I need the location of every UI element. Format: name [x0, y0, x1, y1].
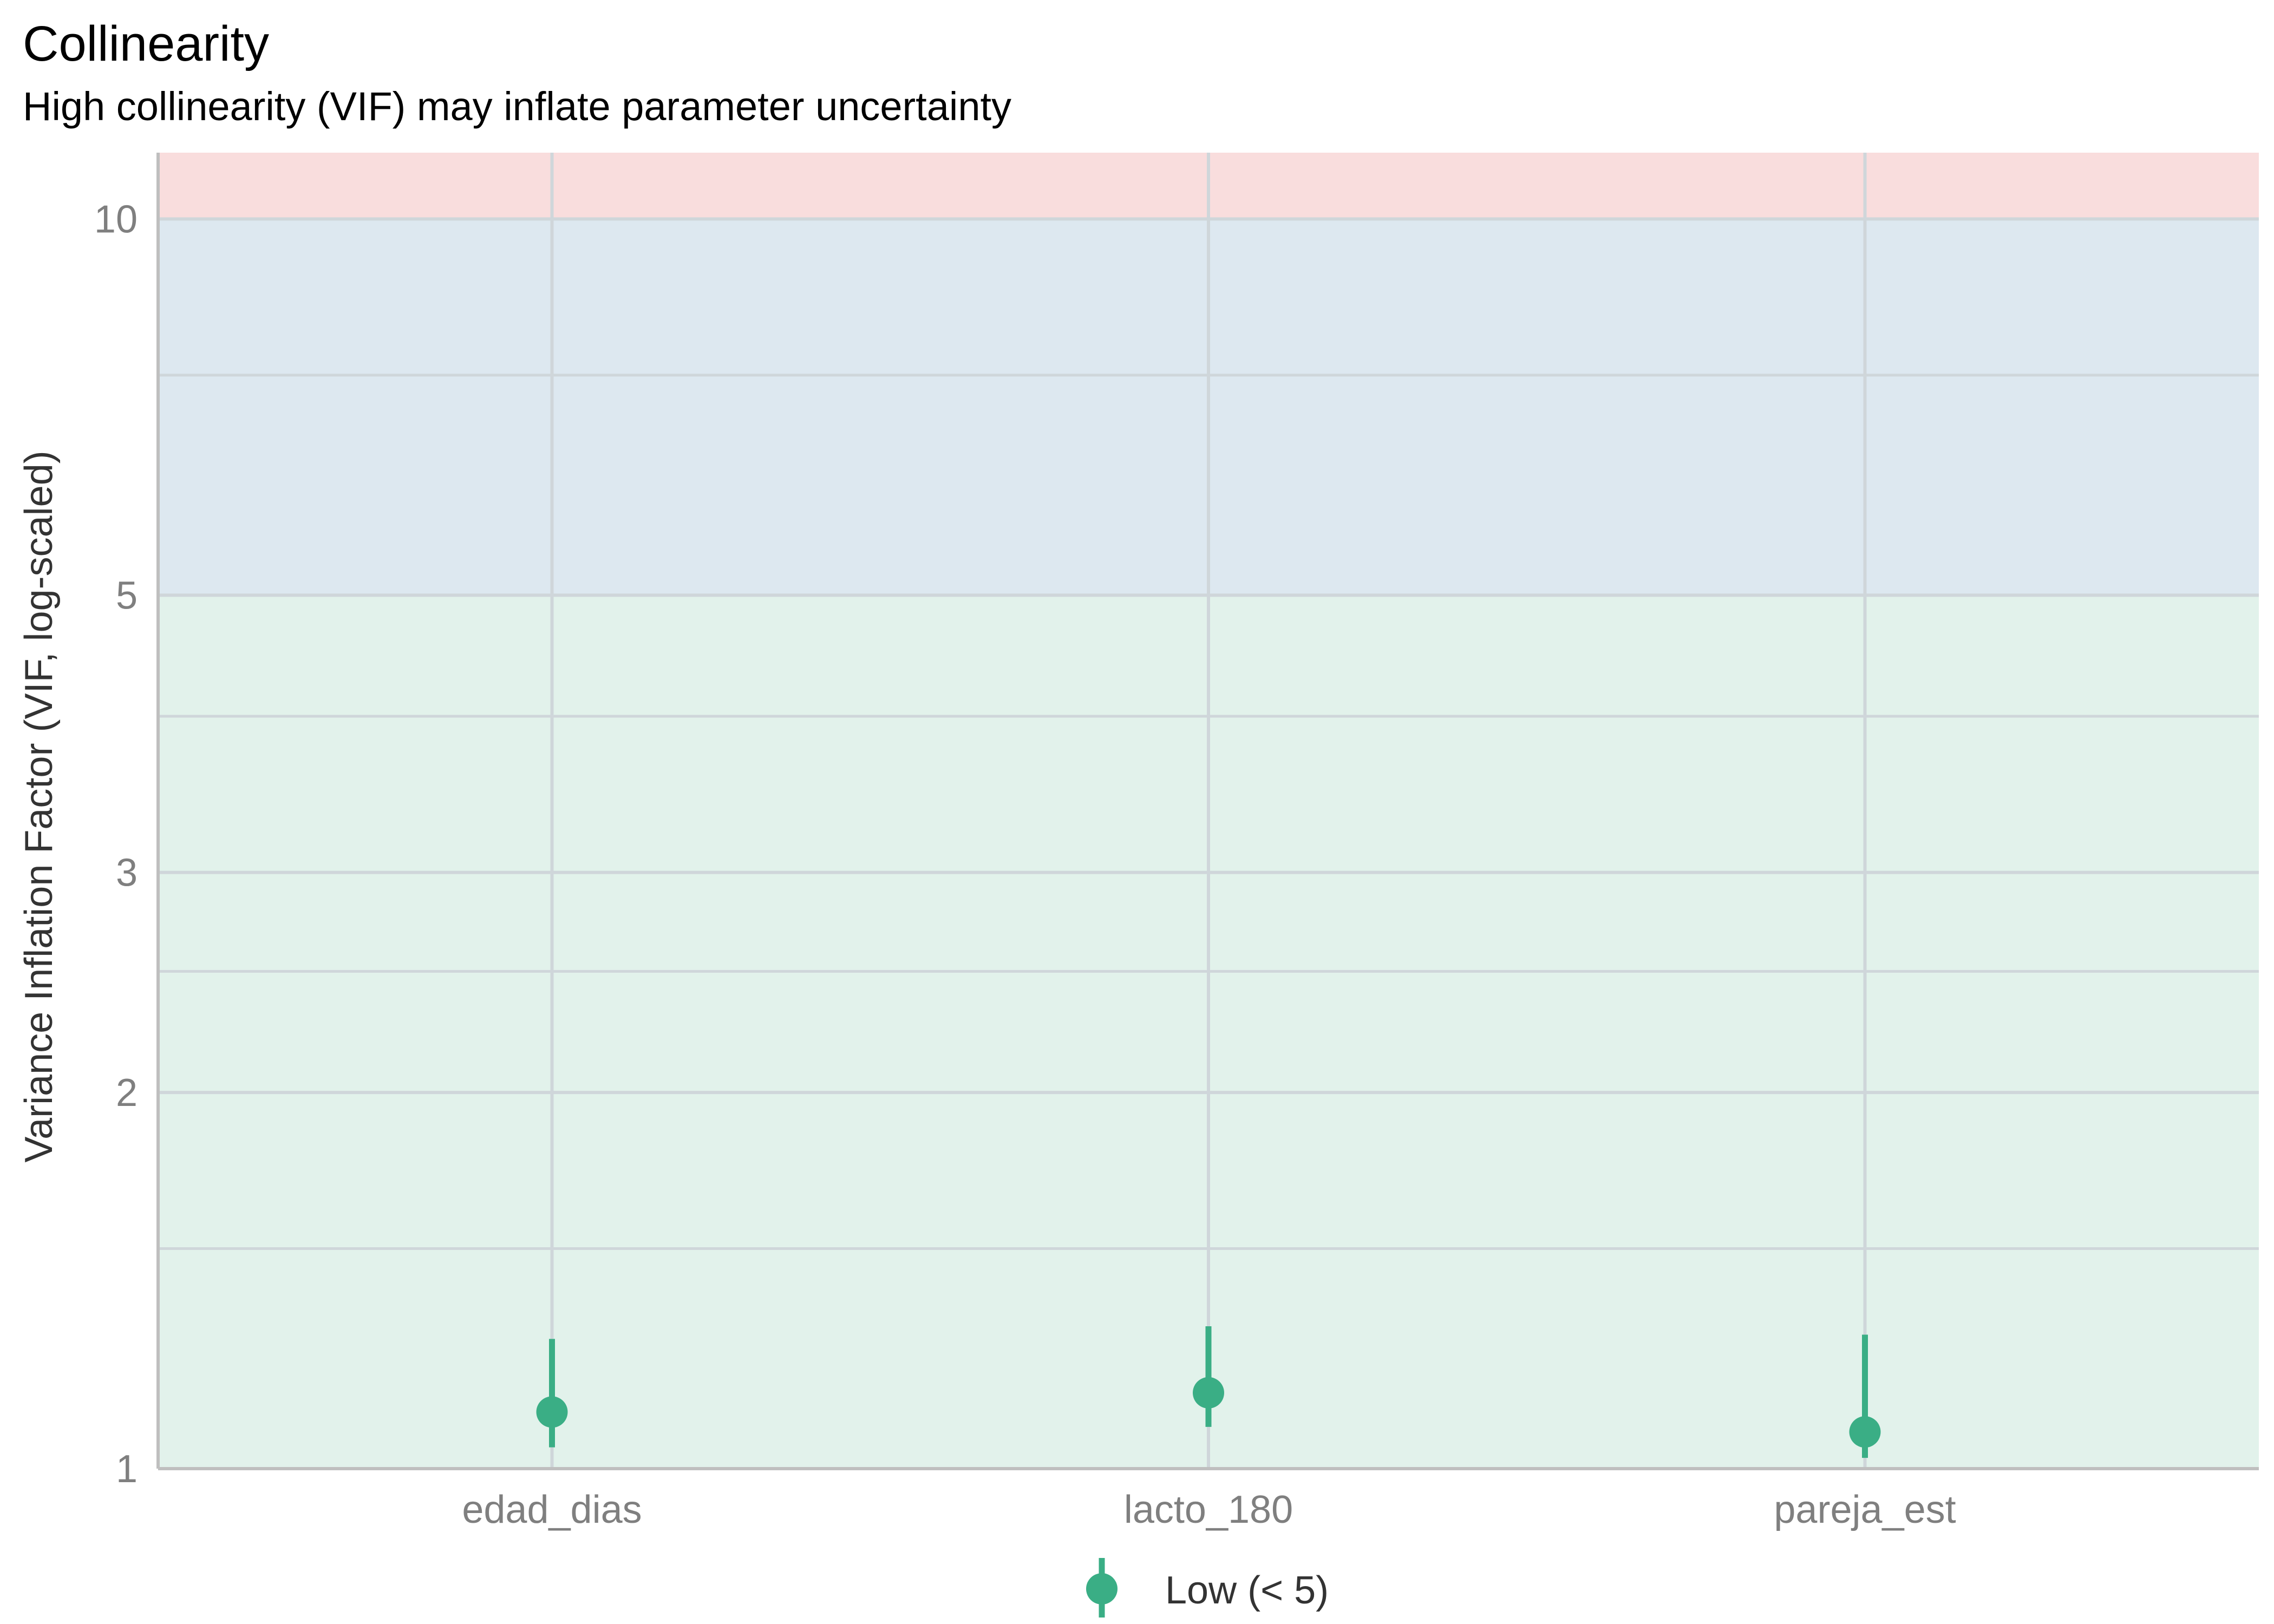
- y-tick-label: 2: [116, 1071, 138, 1115]
- x-tick-labels: edad_dias lacto_180 pareja_est: [462, 1488, 1956, 1531]
- vif-points: [536, 1326, 1881, 1458]
- vif-point: [536, 1396, 568, 1428]
- y-tick-label: 3: [116, 852, 138, 895]
- chart-subtitle: High collinearity (VIF) may inflate para…: [23, 84, 1011, 129]
- y-tick-label: 1: [116, 1448, 138, 1491]
- vif-point: [1849, 1416, 1881, 1448]
- y-tick-labels: 1 2 3 5 10: [94, 198, 138, 1491]
- x-tick-label: pareja_est: [1774, 1488, 1956, 1531]
- chart-title: Collinearity: [23, 16, 269, 71]
- legend-label: Low (< 5): [1165, 1569, 1329, 1612]
- x-tick-label: edad_dias: [462, 1488, 642, 1531]
- y-axis-title: Variance Inflation Factor (VIF, log-scal…: [17, 450, 61, 1162]
- y-tick-label: 10: [94, 198, 138, 241]
- legend: Low (< 5): [1086, 1558, 1329, 1618]
- legend-key-point: [1086, 1573, 1118, 1605]
- x-tick-label: lacto_180: [1124, 1488, 1293, 1531]
- vif-point: [1193, 1377, 1224, 1409]
- axes: [156, 153, 2259, 1470]
- y-tick-label: 5: [116, 574, 138, 617]
